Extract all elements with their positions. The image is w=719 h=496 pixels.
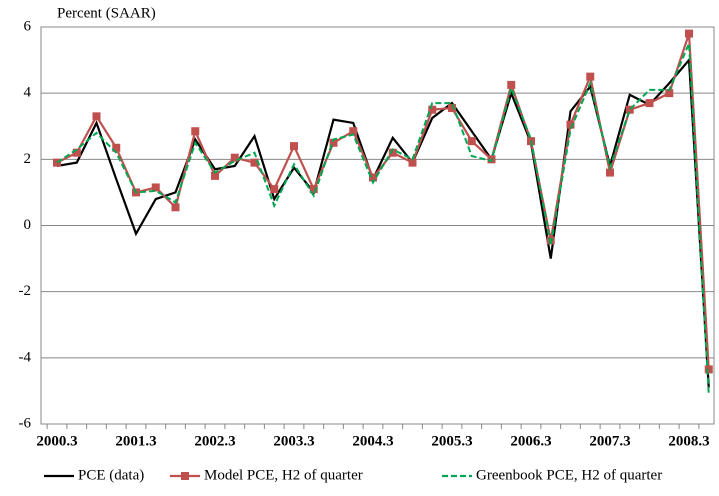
marker [507, 80, 516, 89]
marker [92, 112, 101, 121]
series-line [56, 57, 710, 388]
x-tick-label: 2006.3 [510, 433, 551, 449]
marker [566, 120, 575, 129]
x-tick-label: 2003.3 [273, 433, 314, 449]
marker [388, 148, 397, 157]
legend-label: PCE (data) [78, 467, 144, 483]
x-tick-label: 2007.3 [589, 433, 630, 449]
marker [329, 138, 338, 147]
legend-label: Greenbook PCE, H2 of quarter [476, 467, 662, 483]
y-axis-label: Percent (SAAR) [57, 5, 156, 21]
marker [665, 89, 674, 98]
y-tick-label: 6 [24, 18, 32, 34]
marker [230, 153, 239, 162]
marker [290, 142, 298, 151]
y-tick-label: -4 [19, 349, 32, 365]
marker [270, 185, 279, 194]
marker [112, 143, 121, 152]
y-tick-label: 4 [24, 85, 32, 101]
series-line [56, 43, 710, 395]
marker [704, 365, 713, 374]
y-tick-label: -6 [19, 415, 32, 431]
x-tick-label: 2005.3 [431, 433, 472, 449]
x-tick-label: 2000.3 [36, 433, 77, 449]
marker [250, 158, 259, 167]
legend-label: Model PCE, H2 of quarter [204, 467, 363, 483]
marker [151, 183, 160, 192]
marker [625, 105, 634, 114]
x-tick-label: 2002.3 [194, 433, 235, 449]
y-tick-label: -2 [19, 283, 32, 299]
y-tick-label: 0 [24, 217, 32, 233]
plot-frame [40, 26, 715, 425]
marker [369, 173, 377, 182]
marker [448, 104, 456, 113]
marker [586, 72, 595, 81]
marker [428, 105, 437, 114]
marker [309, 185, 318, 194]
x-tick-label: 2004.3 [352, 433, 393, 449]
marker [408, 158, 417, 167]
y-tick-label: 2 [24, 151, 32, 167]
marker [211, 171, 219, 180]
marker [72, 148, 81, 157]
marker [191, 127, 200, 136]
x-tick-label: 2008.3 [668, 433, 709, 449]
marker [467, 137, 476, 146]
marker [349, 127, 358, 136]
marker [606, 168, 614, 177]
marker [645, 99, 654, 108]
marker [685, 29, 693, 38]
marker [171, 203, 180, 212]
legend-marker [181, 472, 189, 480]
x-tick-label: 2001.3 [115, 433, 156, 449]
